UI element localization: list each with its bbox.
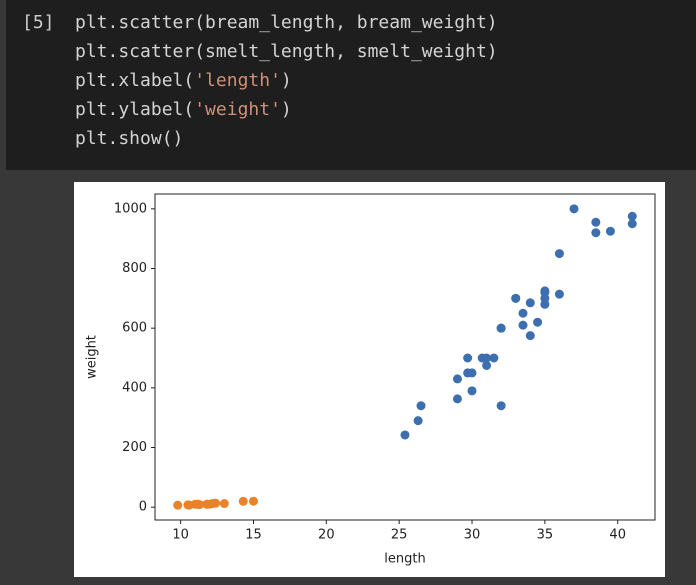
code-text: ) xyxy=(280,99,292,120)
y-axis-label: weight xyxy=(85,335,100,379)
code-cell[interactable]: [5] plt.scatter(bream_length, bream_weig… xyxy=(6,0,696,170)
cell-prompt: [5] xyxy=(22,12,55,33)
point xyxy=(540,287,550,297)
point xyxy=(518,308,528,318)
x-tick-label: 40 xyxy=(609,528,626,543)
y-tick-label: 200 xyxy=(122,440,147,455)
x-axis-label: length xyxy=(384,552,425,567)
point xyxy=(569,204,579,214)
code-line: plt.scatter(smelt_length, smelt_weight) xyxy=(75,41,498,62)
point xyxy=(482,353,492,363)
point xyxy=(511,293,521,303)
y-tick-label: 0 xyxy=(139,500,147,515)
code-string: 'weight' xyxy=(194,99,281,120)
y-tick-label: 400 xyxy=(122,380,147,395)
point xyxy=(400,430,410,440)
x-tick-label: 25 xyxy=(391,528,408,543)
code-text: plt.ylabel( xyxy=(75,99,195,120)
point xyxy=(525,298,535,308)
x-tick-label: 15 xyxy=(245,528,262,543)
point xyxy=(219,499,229,509)
point xyxy=(248,496,258,506)
code-line: plt.ylabel('weight') xyxy=(75,99,292,120)
y-tick-label: 600 xyxy=(122,321,147,336)
point xyxy=(554,289,564,299)
point xyxy=(416,401,426,411)
code-line: plt.scatter(bream_length, bream_weight) xyxy=(75,12,498,33)
point xyxy=(467,386,477,396)
code-line: plt.xlabel('length') xyxy=(75,70,292,91)
point xyxy=(489,353,499,363)
point xyxy=(525,331,535,341)
code-string: 'length' xyxy=(194,70,281,91)
point xyxy=(452,374,462,384)
code-text: plt.scatter(bream_length, bream_weight) xyxy=(75,12,498,33)
x-tick-label: 35 xyxy=(537,528,554,543)
point xyxy=(605,226,615,236)
code-text: plt.xlabel( xyxy=(75,70,195,91)
code-line: plt.show() xyxy=(75,128,183,149)
point xyxy=(413,416,423,426)
point xyxy=(496,323,506,333)
code-text: ) xyxy=(280,70,292,91)
point xyxy=(195,500,205,510)
point xyxy=(591,228,601,238)
x-tick-label: 30 xyxy=(464,528,481,543)
code-text: plt.scatter(smelt_length, smelt_weight) xyxy=(75,41,498,62)
point xyxy=(627,211,637,221)
point xyxy=(482,360,492,370)
point xyxy=(211,498,221,508)
point xyxy=(238,496,248,506)
y-tick-label: 1000 xyxy=(114,201,147,216)
point xyxy=(591,217,601,227)
point xyxy=(463,353,473,363)
point xyxy=(533,317,543,327)
x-tick-label: 20 xyxy=(318,528,335,543)
plot-frame xyxy=(154,193,656,521)
point xyxy=(518,320,528,330)
point xyxy=(452,394,462,404)
point xyxy=(467,368,477,378)
point xyxy=(496,401,506,411)
y-tick-label: 800 xyxy=(122,261,147,276)
code-text: plt.show() xyxy=(75,128,184,149)
chart: length weight 0 200 400 600 800 1000 10 15 20 25 3… xyxy=(74,182,665,577)
x-tick-label: 10 xyxy=(172,528,189,543)
point xyxy=(554,249,564,259)
point xyxy=(627,219,637,229)
point xyxy=(173,500,183,510)
